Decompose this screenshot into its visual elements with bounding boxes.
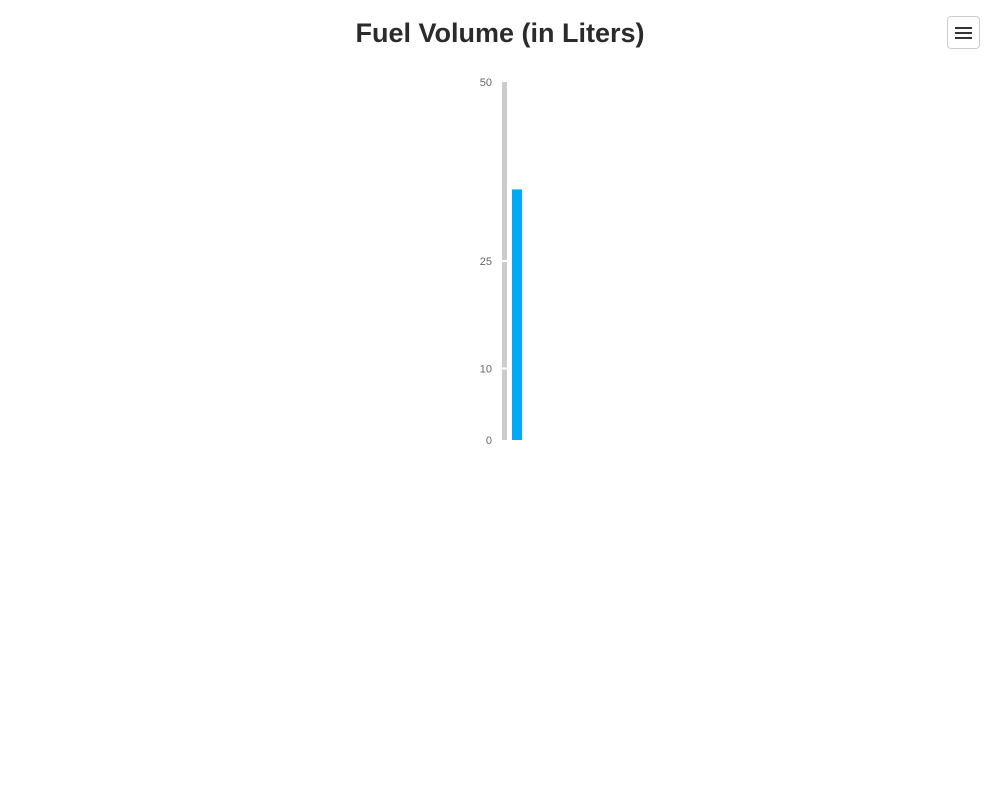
- gauge-track-segment: [502, 262, 507, 368]
- gauge-tick-labels: 0 10 25 50: [480, 77, 492, 447]
- export-menu-button[interactable]: [947, 16, 980, 49]
- hamburger-menu-icon: [955, 26, 972, 39]
- tick-label: 50: [480, 77, 492, 89]
- tick-label: 10: [480, 363, 492, 375]
- tick-label: 25: [480, 256, 492, 268]
- tick-label: 0: [486, 435, 492, 447]
- gauge-track-segment: [502, 369, 507, 440]
- gauge-track: [502, 82, 507, 440]
- gauge-track-segment: [502, 82, 507, 260]
- chart-title: Fuel Volume (in Liters): [355, 18, 645, 48]
- gauge-bars: [512, 189, 522, 440]
- fuel-level-bar: [512, 189, 522, 440]
